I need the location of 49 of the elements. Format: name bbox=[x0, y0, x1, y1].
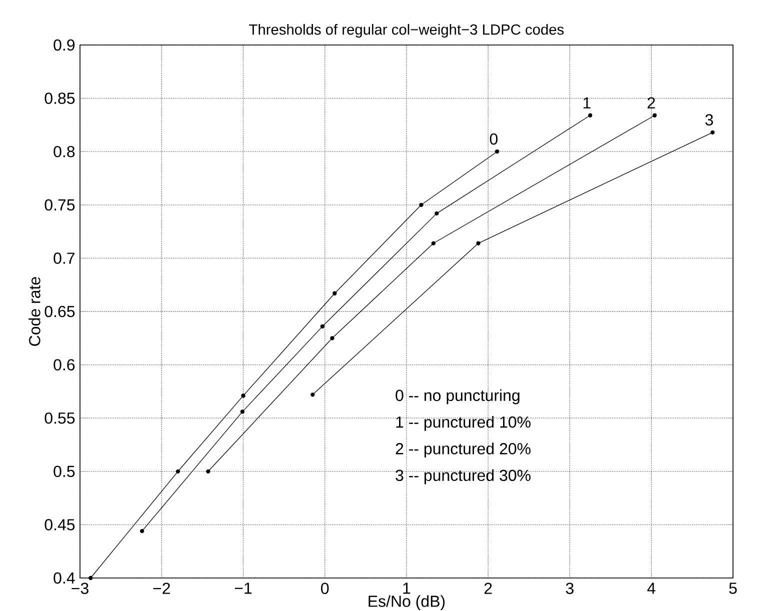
point bbox=[652, 113, 657, 118]
point bbox=[588, 113, 592, 118]
y-tick-label: 0.5 bbox=[54, 466, 75, 478]
point bbox=[419, 202, 424, 207]
y-tick-label: 0.55 bbox=[44, 412, 75, 424]
x-tick-label: 0 bbox=[321, 582, 329, 594]
x-tick-label: −3 bbox=[72, 582, 88, 594]
series-label: 2 bbox=[648, 97, 655, 108]
series-label: 1 bbox=[584, 97, 590, 108]
y-tick-label: 0.4 bbox=[54, 572, 75, 584]
x-tick-label: 2 bbox=[484, 582, 492, 594]
x-tick-label: 1 bbox=[403, 582, 410, 594]
y-tick-label: 0.65 bbox=[44, 306, 75, 318]
point bbox=[495, 150, 500, 154]
x-tick-label: −2 bbox=[153, 582, 170, 594]
point bbox=[320, 324, 324, 328]
y-tick-label: 0.45 bbox=[44, 519, 75, 530]
x-tick-label: 3 bbox=[566, 582, 574, 594]
y-tick-label: 0.75 bbox=[44, 199, 75, 211]
point bbox=[140, 529, 144, 534]
point bbox=[241, 394, 246, 398]
point bbox=[330, 336, 334, 340]
y-tick-label: 0.7 bbox=[54, 252, 74, 264]
x-axis-title: Es/No (dB) bbox=[368, 595, 445, 610]
series-label: 0 bbox=[490, 133, 498, 145]
y-tick-label: 0.8 bbox=[54, 146, 75, 158]
point bbox=[710, 130, 715, 134]
y-tick-label: 0.6 bbox=[54, 359, 75, 370]
point bbox=[176, 469, 180, 474]
point bbox=[431, 241, 436, 246]
point bbox=[476, 241, 480, 246]
annotation: 0 -- no puncturing bbox=[396, 389, 520, 404]
point bbox=[88, 576, 93, 580]
point bbox=[240, 410, 245, 414]
annotation: 1 -- punctured 10% bbox=[396, 416, 531, 431]
x-tick-label: −1 bbox=[234, 582, 252, 594]
y-tick-label: 0.85 bbox=[44, 92, 75, 104]
annotation: 3 -- punctured 30% bbox=[396, 469, 531, 484]
point bbox=[310, 392, 315, 397]
point bbox=[434, 211, 439, 216]
y-tick-label: 0.9 bbox=[54, 39, 75, 51]
y-axis-title: Code rate bbox=[28, 277, 40, 346]
chart-title: Thresholds of regular col−weight−3 LDPC codes bbox=[249, 24, 564, 38]
annotation: 2 -- punctured 20% bbox=[396, 442, 531, 458]
point bbox=[332, 291, 337, 296]
x-tick-label: 5 bbox=[729, 582, 737, 594]
series-label: 3 bbox=[705, 114, 713, 126]
point bbox=[206, 469, 210, 474]
x-tick-label: 4 bbox=[647, 582, 656, 594]
